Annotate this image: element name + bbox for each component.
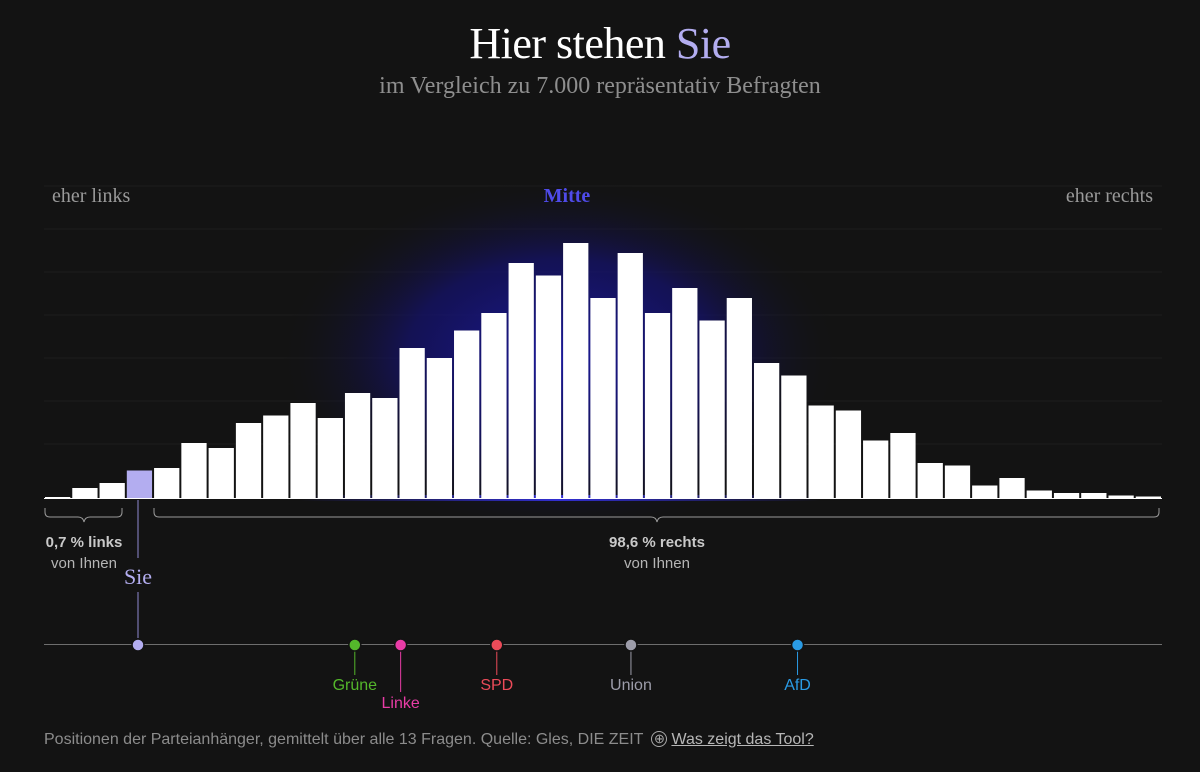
- bar: [1081, 493, 1107, 498]
- bar: [317, 418, 343, 498]
- left-stat-sub: von Ihnen: [51, 555, 117, 572]
- left-stat-value: 0,7 % links: [46, 534, 123, 551]
- bar: [235, 423, 262, 498]
- bar: [290, 403, 316, 498]
- user-dot: [131, 638, 145, 652]
- source-text: Positionen der Parteianhänger, gemittelt…: [44, 731, 644, 748]
- page-title: Hier stehen Sie: [0, 18, 1200, 69]
- party-label: Grüne: [333, 677, 378, 694]
- bar: [1108, 495, 1134, 498]
- info-link[interactable]: Was zeigt das Tool?: [671, 731, 814, 748]
- bars-group: [45, 243, 1161, 498]
- party-dot[interactable]: [790, 638, 805, 652]
- party-label: AfD: [784, 677, 811, 694]
- party-label: Linke: [382, 695, 420, 712]
- bar: [263, 415, 289, 498]
- bar: [181, 443, 207, 498]
- bar: [372, 398, 398, 498]
- bar: [481, 313, 507, 498]
- bar: [508, 263, 534, 498]
- right-stat-sub: von Ihnen: [624, 555, 690, 572]
- plus-circle-icon[interactable]: ⊕: [651, 731, 668, 747]
- title-prefix: Hier stehen: [469, 19, 676, 68]
- party-label: SPD: [480, 677, 513, 694]
- axis-label-center: Mitte: [544, 185, 591, 207]
- party-dot[interactable]: [348, 638, 362, 652]
- bar: [726, 298, 752, 498]
- bar: [154, 468, 180, 498]
- bar: [644, 313, 671, 498]
- axis-label-left: eher links: [52, 185, 131, 207]
- footer: Positionen der Parteianhänger, gemittelt…: [44, 731, 814, 749]
- bar: [617, 253, 643, 498]
- bar: [917, 463, 943, 498]
- bar: [863, 440, 889, 498]
- distribution-chart: eher links Mitte eher rechts 0,7 % links…: [44, 160, 1162, 712]
- bar: [344, 393, 371, 498]
- left-bracket: [44, 508, 123, 523]
- bar: [1135, 496, 1161, 498]
- bar: [590, 298, 616, 498]
- bar: [208, 448, 234, 498]
- page-subtitle: im Vergleich zu 7.000 repräsentativ Befr…: [379, 73, 821, 99]
- bar: [944, 465, 971, 498]
- bar: [399, 348, 425, 498]
- party-dot[interactable]: [624, 638, 638, 652]
- bar: [99, 483, 125, 498]
- axis-label-right: eher rechts: [1066, 185, 1153, 207]
- bar: [890, 433, 916, 498]
- bar: [454, 330, 480, 498]
- bar: [1026, 490, 1052, 498]
- bar: [426, 358, 453, 498]
- bar: [72, 488, 98, 498]
- bar: [535, 275, 562, 498]
- bar: [563, 243, 589, 498]
- right-stat-value: 98,6 % rechts: [609, 534, 705, 551]
- bar: [999, 478, 1025, 498]
- party-dot[interactable]: [393, 638, 408, 652]
- bar: [753, 363, 780, 498]
- bar: [808, 405, 834, 498]
- right-bracket: [153, 508, 1160, 523]
- bar: [781, 375, 807, 498]
- party-label: Union: [610, 677, 652, 694]
- bar: [672, 288, 698, 498]
- user-bar: [126, 470, 153, 498]
- user-label: Sie: [124, 564, 152, 589]
- title-highlight: Sie: [675, 19, 731, 68]
- bar: [1053, 493, 1080, 498]
- bar: [45, 497, 71, 498]
- bar: [972, 485, 998, 498]
- bar: [699, 320, 725, 498]
- bar: [835, 410, 862, 498]
- party-dot[interactable]: [490, 638, 504, 652]
